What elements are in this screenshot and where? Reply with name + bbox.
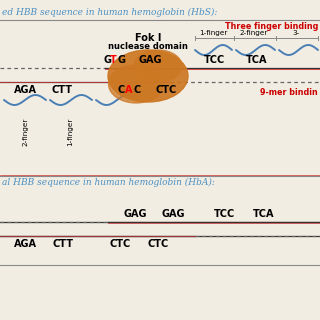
Text: TCC: TCC <box>214 209 236 219</box>
Text: CTT: CTT <box>52 85 73 95</box>
Text: CTC: CTC <box>148 239 169 249</box>
Text: TCA: TCA <box>246 55 268 65</box>
Ellipse shape <box>134 50 182 82</box>
Text: TCC: TCC <box>204 55 226 65</box>
Text: AGA: AGA <box>13 239 36 249</box>
Text: 2-finger: 2-finger <box>22 118 28 146</box>
Text: 1-finger: 1-finger <box>199 30 227 36</box>
Text: GAG: GAG <box>161 209 185 219</box>
Text: TCA: TCA <box>253 209 275 219</box>
Text: CTC: CTC <box>156 85 177 95</box>
Text: 3-: 3- <box>292 30 300 36</box>
Text: C: C <box>133 85 140 95</box>
Text: G: G <box>117 55 125 65</box>
Text: 9-mer bindin: 9-mer bindin <box>260 88 318 97</box>
Text: nuclease domain: nuclease domain <box>108 42 188 51</box>
Text: ed HBB sequence in human hemoglobin (HbS):: ed HBB sequence in human hemoglobin (HbS… <box>2 8 217 17</box>
Text: 2-finger: 2-finger <box>240 30 268 36</box>
Text: A: A <box>125 85 133 95</box>
Text: T: T <box>110 55 116 65</box>
Text: CTC: CTC <box>109 239 131 249</box>
Text: 1-finger: 1-finger <box>67 118 73 146</box>
Ellipse shape <box>108 50 188 102</box>
Text: G: G <box>103 55 111 65</box>
Text: Three finger binding: Three finger binding <box>225 22 318 31</box>
Text: al HBB sequence in human hemoglobin (HbA):: al HBB sequence in human hemoglobin (HbA… <box>2 178 215 187</box>
Ellipse shape <box>108 65 164 103</box>
Text: GAG: GAG <box>138 55 162 65</box>
Text: GAG: GAG <box>123 209 147 219</box>
Text: CTT: CTT <box>52 239 74 249</box>
Text: Fok I: Fok I <box>135 33 161 43</box>
Text: AGA: AGA <box>13 85 36 95</box>
Text: C: C <box>118 85 125 95</box>
